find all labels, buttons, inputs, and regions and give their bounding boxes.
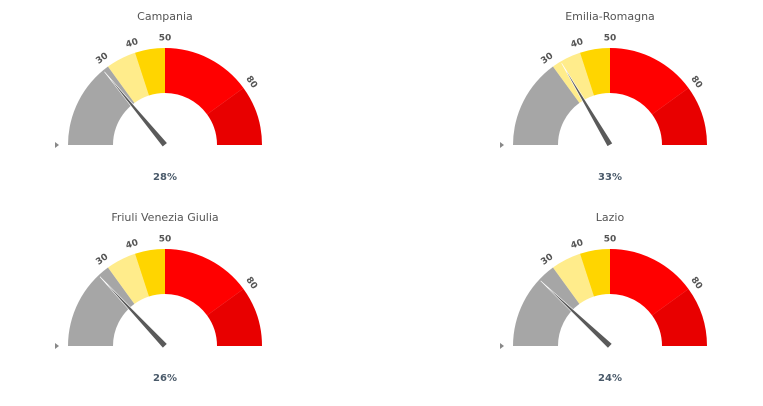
gauge-tick-label: 40 xyxy=(570,37,585,50)
gauge-band xyxy=(68,66,135,145)
gauge-title: Friuli Venezia Giulia xyxy=(111,211,218,224)
gauge-band xyxy=(68,267,135,346)
gauge-band xyxy=(652,87,707,145)
gauge-band xyxy=(135,249,165,297)
gauge-tick-label: 30 xyxy=(94,51,110,66)
gauge-needle xyxy=(104,71,168,148)
gauge-tick-label: 80 xyxy=(243,74,258,90)
gauge-band xyxy=(652,288,707,346)
gauge-band xyxy=(610,48,689,115)
gauge-band xyxy=(107,253,149,304)
gauge-tick-label: 50 xyxy=(604,235,617,245)
gauge-value-label: 26% xyxy=(153,373,177,384)
gauge-band xyxy=(552,253,594,304)
pointer-marker xyxy=(55,142,59,148)
gauge-tick-label: 30 xyxy=(539,252,555,267)
gauge-band xyxy=(135,48,165,96)
gauge-tick-label: 50 xyxy=(159,34,172,44)
gauge-needle xyxy=(99,276,168,349)
gauge-band xyxy=(513,66,580,145)
gauge-value-label: 33% xyxy=(598,172,622,183)
pointer-marker xyxy=(55,343,59,349)
gauge-title: Campania xyxy=(137,10,193,23)
gauge-band xyxy=(610,249,689,316)
gauge-tick-label: 80 xyxy=(688,74,703,90)
gauge-band xyxy=(165,48,244,115)
gauge-tick-label: 40 xyxy=(570,238,585,251)
gauge-needle xyxy=(540,280,613,349)
gauge-band xyxy=(580,249,610,297)
gauge-needle xyxy=(561,63,614,147)
gauge-band xyxy=(207,87,262,145)
gauge-title: Emilia-Romagna xyxy=(565,10,655,23)
gauge-tick-label: 30 xyxy=(94,252,110,267)
gauge-band xyxy=(513,267,580,346)
gauge-tick-label: 40 xyxy=(125,238,140,251)
gauge-tick-label: 30 xyxy=(539,51,555,66)
gauge-tick-label: 80 xyxy=(243,275,258,291)
gauge-band xyxy=(165,249,244,316)
gauge-tick-label: 80 xyxy=(688,275,703,291)
gauge-tick-label: 50 xyxy=(604,34,617,44)
gauge-tick-label: 40 xyxy=(125,37,140,50)
gauge-title: Lazio xyxy=(596,211,625,224)
pointer-marker xyxy=(500,343,504,349)
gauge-value-label: 28% xyxy=(153,172,177,183)
gauge-band xyxy=(580,48,610,96)
gauge-tick-label: 50 xyxy=(159,235,172,245)
pointer-marker xyxy=(500,142,504,148)
gauge-band xyxy=(107,52,149,103)
gauge-value-label: 24% xyxy=(598,373,622,384)
gauge-band xyxy=(207,288,262,346)
